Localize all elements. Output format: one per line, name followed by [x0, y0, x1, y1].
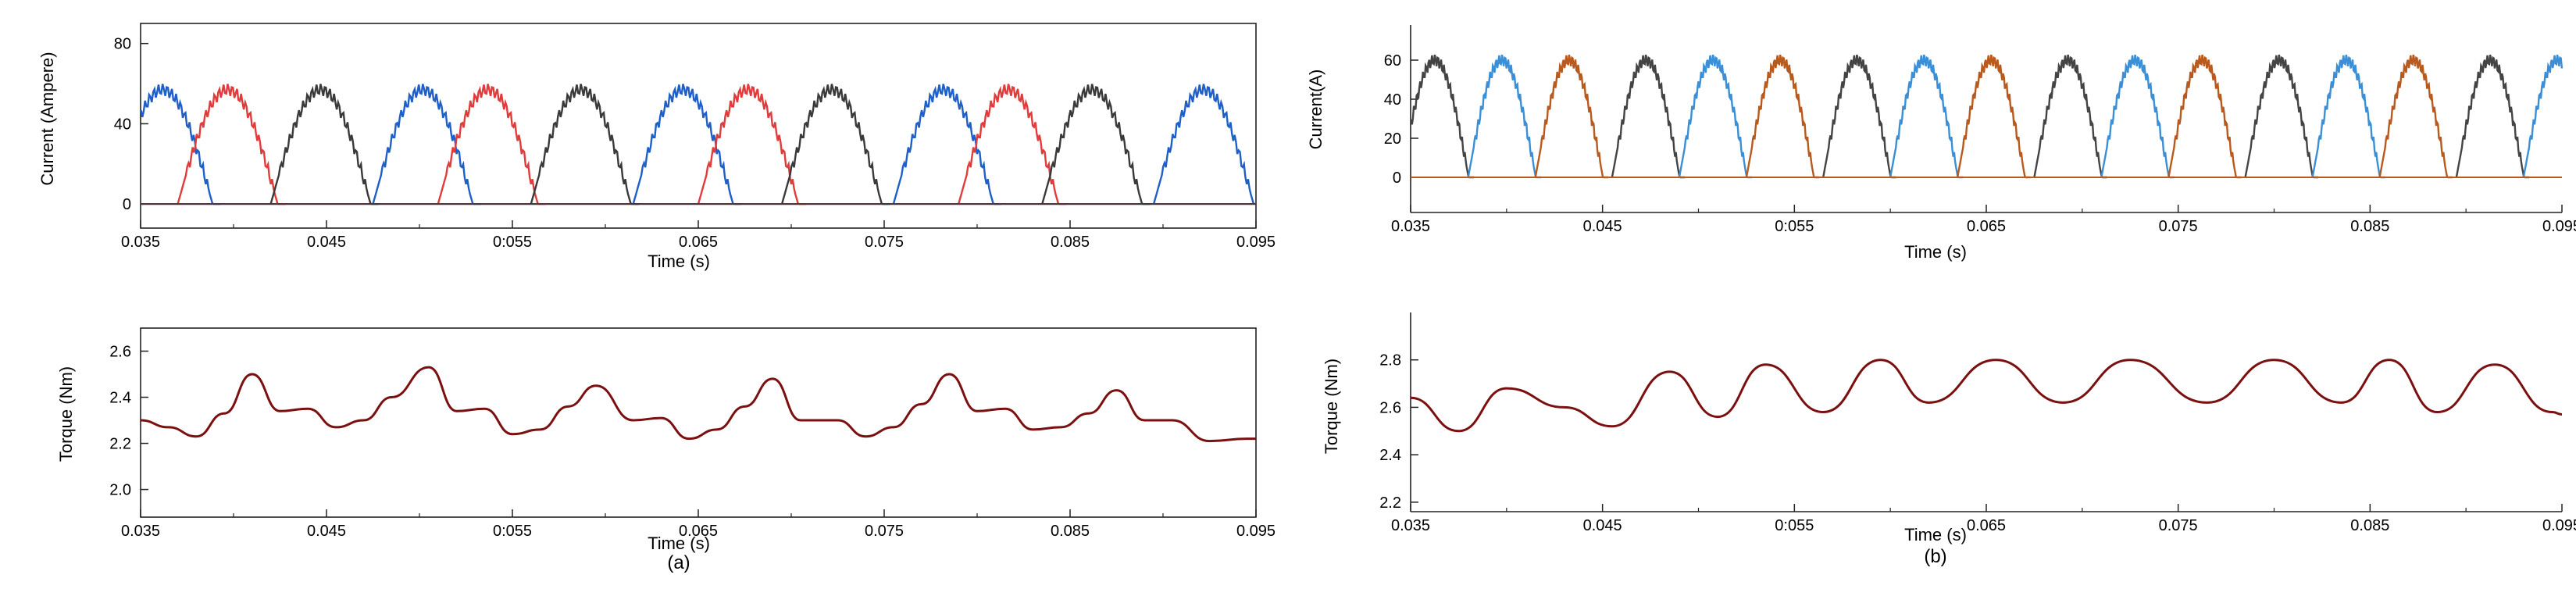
x-tick-label: 0.035 — [121, 523, 160, 540]
series-3-pulse — [269, 84, 379, 205]
series-3-pulse — [1745, 54, 1820, 179]
y-tick-label: 20 — [1384, 130, 1401, 148]
x-tick-label: 0.085 — [1051, 523, 1090, 540]
chart-a-current-frame — [140, 23, 1257, 229]
caption-b: (b) — [1924, 546, 1946, 567]
y-tick-label: 2.4 — [1379, 447, 1401, 464]
chart-b-torque: Torque (Nm) Time (s) (b) 0.035 0.045 0:055… — [1322, 312, 2576, 567]
x-tick-label: 0.035 — [121, 234, 160, 251]
series-1-pulse — [1410, 54, 1475, 179]
x-tick-label: 0.045 — [307, 234, 346, 251]
series-1-pulse — [2455, 54, 2530, 179]
y-tick-label: 60 — [1384, 52, 1401, 70]
series-1-pulse — [1152, 84, 1255, 205]
x-tick-label: 0.065 — [1967, 218, 2006, 235]
x-tick-label: 0.075 — [865, 523, 904, 540]
x-tick-label: 0:055 — [1775, 218, 1814, 235]
y-tick-label: 2.2 — [1379, 494, 1401, 512]
x-tick-label: 0:055 — [493, 523, 532, 540]
chart-b-current-ylabel: Current(A) — [1306, 70, 1325, 150]
series-1-pulse — [140, 84, 221, 205]
x-tick-label: 0.075 — [865, 234, 904, 251]
caption-a: (a) — [667, 552, 690, 573]
series-2-pulse — [1467, 54, 1542, 179]
y-tick-label: 2.0 — [109, 482, 131, 499]
y-tick-label: 2.4 — [109, 390, 131, 407]
series-3-pulse — [2378, 54, 2453, 179]
y-tick-label: 2.8 — [1379, 352, 1401, 369]
x-tick-label: 0.095 — [2542, 218, 2576, 235]
x-tick-label: 0.065 — [679, 523, 718, 540]
series-2-pulse — [958, 84, 1067, 205]
x-tick-label: 0.085 — [2350, 517, 2389, 534]
series-1-pulse — [892, 84, 1001, 205]
chart-b-current: Current(A) Time (s) 0.035 0.045 0:055 0.065… — [1306, 25, 2576, 262]
chart-a-current-xlabel: Time (s) — [648, 252, 710, 271]
y-tick-label: 80 — [114, 36, 131, 53]
x-tick-label: 0:055 — [1775, 517, 1814, 534]
x-tick-label: 0.095 — [1236, 234, 1276, 251]
series-1-pulse — [2033, 54, 2107, 179]
chart-a-current: Current (Ampere) Time (s) 0.035 0.045 0:05… — [37, 23, 1276, 271]
chart-b-torque-ylabel: Torque (Nm) — [1322, 359, 1341, 454]
x-tick-label: 0.045 — [307, 523, 346, 540]
series-3-pulse — [1957, 54, 2031, 179]
series-3-pulse — [780, 84, 890, 205]
x-tick-label: 0.045 — [1583, 218, 1622, 235]
chart-b-torque-xlabel: Time (s) — [1904, 525, 1967, 544]
series-1-pulse — [372, 84, 481, 205]
x-tick-label: 0.095 — [2542, 517, 2576, 534]
series-torque-line — [140, 366, 1257, 443]
series-3-pulse — [1041, 84, 1151, 205]
x-tick-label: 0.045 — [1583, 517, 1622, 534]
series-1-pulse — [2244, 54, 2318, 179]
chart-a-torque-ylabel: Torque (Nm) — [56, 366, 76, 462]
series-3-pulse — [2167, 54, 2242, 179]
series-1-pulse — [1822, 54, 1896, 179]
x-tick-label: 0.085 — [2350, 218, 2389, 235]
y-tick-label: 0 — [1393, 170, 1401, 187]
series-2-pulse — [2522, 54, 2564, 178]
y-tick-label: 40 — [1384, 91, 1401, 109]
series-2-pulse — [697, 84, 806, 205]
y-tick-label: 2.6 — [1379, 399, 1401, 416]
chart-a-torque-frame — [140, 327, 1257, 518]
x-tick-label: 0.095 — [1236, 523, 1276, 540]
series-1-pulse — [1611, 54, 1686, 179]
x-tick-label: 0.035 — [1391, 517, 1430, 534]
y-tick-label: 0 — [123, 196, 131, 213]
y-tick-label: 2.6 — [109, 344, 131, 361]
chart-a-torque: Torque (Nm) Time (s) (a) 0.035 0.045 0:055… — [56, 327, 1276, 573]
x-tick-label: 0.035 — [1391, 218, 1430, 235]
x-tick-label: 0.065 — [1967, 517, 2006, 534]
x-tick-label: 0.075 — [2159, 218, 2198, 235]
series-2-pulse — [2100, 54, 2175, 179]
series-3-pulse — [530, 84, 639, 205]
x-tick-label: 0.085 — [1051, 234, 1090, 251]
chart-a-torque-xlabel: Time (s) — [648, 534, 710, 553]
y-tick-label: 2.2 — [109, 436, 131, 453]
series-3-pulse — [1534, 54, 1608, 179]
x-tick-label: 0:055 — [493, 234, 532, 251]
series-2-pulse — [2311, 54, 2385, 179]
series-2-pulse — [1889, 54, 1964, 179]
series-torque-line — [1410, 359, 2563, 433]
series-2-pulse — [1678, 54, 1753, 179]
series-2-pulse — [437, 84, 546, 205]
x-tick-label: 0.075 — [2159, 517, 2198, 534]
chart-b-current-xlabel: Time (s) — [1904, 242, 1967, 262]
y-tick-label: 40 — [114, 116, 131, 133]
chart-a-current-ylabel: Current (Ampere) — [37, 52, 57, 185]
series-2-pulse — [177, 84, 286, 205]
x-tick-label: 0.065 — [679, 234, 718, 251]
series-1-pulse — [632, 84, 741, 205]
